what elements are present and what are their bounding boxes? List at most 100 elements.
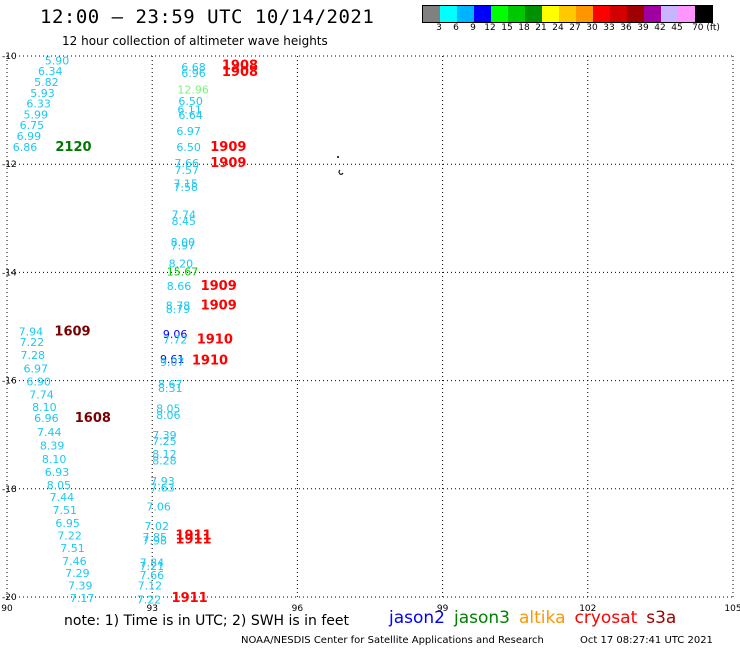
legend-swatch xyxy=(627,6,644,22)
wave-height-label: 7.93 xyxy=(150,475,175,488)
wave-height-label: 7.51 xyxy=(60,542,85,555)
wave-height-label: 6.64 xyxy=(178,109,203,122)
wave-height-label: 6.68 xyxy=(181,61,206,74)
wave-height-label: 8.45 xyxy=(172,215,197,228)
legend-label: 39 xyxy=(637,23,649,33)
wave-height-label: 7.85 xyxy=(143,531,168,544)
legend-label: 18 xyxy=(518,23,530,33)
legend-swatch xyxy=(525,6,542,22)
wave-height-label: 6.99 xyxy=(17,130,42,143)
wave-height-label: 8.66 xyxy=(167,280,192,293)
wave-height-label: 6.90 xyxy=(26,376,51,389)
footer-timestamp: Oct 17 08:27:41 UTC 2021 xyxy=(580,635,713,646)
wave-height-label: 8.78 xyxy=(166,299,191,312)
legend-swatch xyxy=(491,6,508,22)
page-subtitle: 12 hour collection of altimeter wave hei… xyxy=(62,34,328,48)
wave-height-label: 6.50 xyxy=(176,141,201,154)
wave-height-label: 5.90 xyxy=(45,54,70,67)
wave-height-label: 5.82 xyxy=(34,76,59,89)
wave-height-label: 7.29 xyxy=(65,567,90,580)
footer-credit: NOAA/NESDIS Center for Satellite Applica… xyxy=(241,635,544,646)
wave-height-label: 7.12 xyxy=(138,580,163,593)
x-tick-label: 90 xyxy=(1,604,13,614)
satellite-legend: jason2 jason3 altika cryosat s3a xyxy=(389,608,685,628)
x-tick-label: 105 xyxy=(724,604,740,614)
footer-note: note: 1) Time is in UTC; 2) SWH is in fe… xyxy=(64,613,350,629)
wave-height-label: 8.28 xyxy=(152,455,177,468)
legend-swatch xyxy=(695,6,712,22)
wave-height-label: 8.39 xyxy=(40,440,65,453)
map-grid xyxy=(6,55,734,598)
legend-label: 30 xyxy=(586,23,598,33)
axis-tick-labels: 90 93 96 99 102 105 -10 -12 -14 -16 -18 -20 xyxy=(1,52,740,614)
wave-height-label: 6.86 xyxy=(13,141,38,154)
wave-height-label: 6.97 xyxy=(23,363,48,376)
wave-height-label: 7.74 xyxy=(172,209,197,222)
y-tick-label: -18 xyxy=(2,485,17,495)
wave-height-label: 7.28 xyxy=(21,349,46,362)
page-title: 12:00 – 23:59 UTC 10/14/2021 xyxy=(40,6,375,28)
wave-height-label: 7.21 xyxy=(140,560,165,573)
wave-height-label: 6.97 xyxy=(176,125,201,138)
y-tick-label: -10 xyxy=(2,52,17,62)
legend-label: 12 xyxy=(484,23,496,33)
legend-swatch xyxy=(644,6,661,22)
wave-height-label: 8.67 xyxy=(158,378,183,391)
wave-height-label: 7.63 xyxy=(150,482,175,495)
color-legend-labels: 3 6 9 12 15 18 21 24 27 30 33 36 39 42 45 70 (ft) xyxy=(422,23,740,35)
legend-swatch xyxy=(559,6,576,22)
pass-time-label: 1909 xyxy=(210,156,246,171)
satellite-s3a: s3a xyxy=(646,608,677,628)
wave-height-label: 8.00 xyxy=(171,236,196,249)
wave-height-label: 7.84 xyxy=(140,556,165,569)
legend-swatch xyxy=(474,6,491,22)
legend-swatch xyxy=(423,6,440,22)
wave-height-label: 8.31 xyxy=(158,382,183,395)
wave-height-label: 8.10 xyxy=(32,401,57,414)
pass-time-label: 1909 xyxy=(201,298,237,313)
legend-swatch xyxy=(610,6,627,22)
wave-height-label: 9.06 xyxy=(163,328,188,341)
observation-labels: 5.906.345.825.936.335.996.756.996.86 2120… xyxy=(13,54,258,606)
wave-height-label: 6.11 xyxy=(177,104,202,117)
wave-height-label: 8.06 xyxy=(156,409,181,422)
wave-height-label: 7.94 xyxy=(19,325,43,338)
x-tick-label: 93 xyxy=(146,604,157,614)
wave-height-label: 7.97 xyxy=(171,239,196,252)
satellite-jason2: jason2 xyxy=(389,608,445,628)
wave-height-label: 5.99 xyxy=(23,108,48,121)
wave-height-label: 5.93 xyxy=(30,87,55,100)
wave-height-label: 7.06 xyxy=(146,501,171,514)
wave-height-label: 15.67 xyxy=(167,265,199,278)
wave-height-label: 8.12 xyxy=(152,448,177,461)
wave-height-label: 6.34 xyxy=(38,65,63,78)
wave-height-label: 8.05 xyxy=(156,403,181,416)
legend-label: 36 xyxy=(620,23,632,33)
wave-height-label: 6.95 xyxy=(55,517,80,530)
x-tick-label: 96 xyxy=(292,604,304,614)
legend-label: 42 xyxy=(654,23,666,33)
pass-time-label: 1911 xyxy=(175,533,211,548)
wave-height-label: 7.44 xyxy=(37,426,62,439)
pass-time-label: 2120 xyxy=(55,140,91,155)
pass-time-label: 1609 xyxy=(54,324,90,339)
wave-height-label: 8.20 xyxy=(169,258,194,271)
wave-height-label: 6.75 xyxy=(20,119,45,132)
wave-height-label: 7.44 xyxy=(50,491,74,504)
wave-height-label: 6.93 xyxy=(45,466,70,479)
legend-swatch xyxy=(542,6,559,22)
wave-height-label: 7.02 xyxy=(144,520,169,533)
y-tick-label: -20 xyxy=(2,593,17,603)
wave-height-label: 7.98 xyxy=(143,535,168,548)
wave-height-label: 7.66 xyxy=(174,157,199,170)
pass-time-label: 1910 xyxy=(197,332,233,347)
pass-time-label: 1908 xyxy=(222,65,258,80)
pass-time-label: 1911 xyxy=(172,591,208,606)
island-marker xyxy=(337,156,344,175)
pass-time-label: 1910 xyxy=(192,354,228,369)
wave-height-label: 8.10 xyxy=(42,453,67,466)
legend-label: 24 xyxy=(552,23,564,33)
satellite-altika: altika xyxy=(519,608,566,628)
satellite-cryosat: cryosat xyxy=(574,608,638,628)
